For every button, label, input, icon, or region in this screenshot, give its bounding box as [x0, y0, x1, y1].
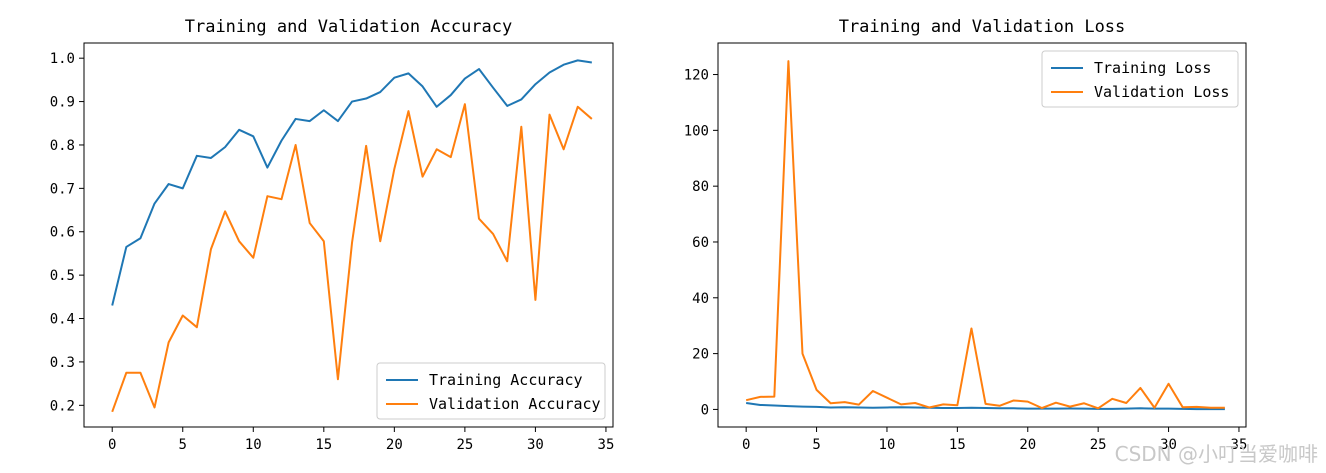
y-tick-label: 0.9: [50, 95, 75, 111]
series-line-0: [111, 59, 592, 306]
y-tick-label: 40: [692, 291, 709, 307]
y-tick-label: 0.4: [50, 312, 75, 328]
x-tick-label: 5: [179, 437, 187, 453]
y-tick-label: 120: [684, 68, 709, 84]
y-tick-label: 0.5: [50, 268, 75, 284]
legend: Training Loss Validation Loss: [1041, 50, 1239, 108]
x-tick-label: 25: [1090, 437, 1107, 453]
y-tick-label: 0.6: [50, 225, 75, 241]
x-tick-label: 10: [245, 437, 262, 453]
x-tick-label: 10: [879, 437, 896, 453]
y-tick-label: 0.8: [50, 138, 75, 154]
legend-label: Training Accuracy: [429, 371, 583, 389]
legend-label: Validation Accuracy: [429, 395, 601, 413]
plot-frame: [83, 42, 614, 428]
y-tick-label: 0.3: [50, 355, 75, 371]
legend-label: Validation Loss: [1094, 83, 1229, 101]
y-tick-label: 80: [692, 179, 709, 195]
legend-box: [1041, 50, 1239, 108]
y-tick-label: 60: [692, 235, 709, 251]
x-tick-label: 35: [598, 437, 615, 453]
legend-label: Training Loss: [1094, 59, 1211, 77]
chart-title: Training and Validation Loss: [839, 17, 1126, 37]
accuracy-chart: Training and Validation Accuracy 0 5 10 15 20…: [50, 17, 615, 453]
x-tick-label: 20: [1019, 437, 1036, 453]
plot-frame: [717, 42, 1247, 428]
y-tick-label: 1.0: [50, 51, 75, 67]
legend-box: [376, 362, 606, 420]
x-tick-label: 15: [949, 437, 966, 453]
x-tick-label: 0: [742, 437, 750, 453]
y-tick-label: 0.2: [50, 398, 75, 414]
series-line-1: [745, 60, 1225, 410]
series-line-0: [746, 402, 1225, 411]
chart-title: Training and Validation Accuracy: [185, 17, 513, 37]
y-tick-label: 100: [684, 123, 709, 139]
x-tick-label: 15: [315, 437, 332, 453]
x-tick-label: 25: [456, 437, 473, 453]
x-tick-label: 30: [527, 437, 544, 453]
x-tick-label: 5: [812, 437, 820, 453]
x-tick-label: 35: [1231, 437, 1248, 453]
y-tick-label: 20: [692, 347, 709, 363]
series-line-1: [111, 103, 593, 413]
x-tick-label: 20: [386, 437, 403, 453]
legend: Training Accuracy Validation Accuracy: [376, 362, 606, 420]
x-tick-label: 30: [1160, 437, 1177, 453]
x-tick-label: 0: [108, 437, 116, 453]
y-tick-label: 0: [701, 402, 709, 418]
loss-chart: Training and Validation Loss 0 5 10 15 20 25 30…: [684, 17, 1248, 453]
watermark: CSDN @小叮当爱咖啡: [1114, 442, 1318, 466]
y-tick-label: 0.7: [50, 181, 75, 197]
